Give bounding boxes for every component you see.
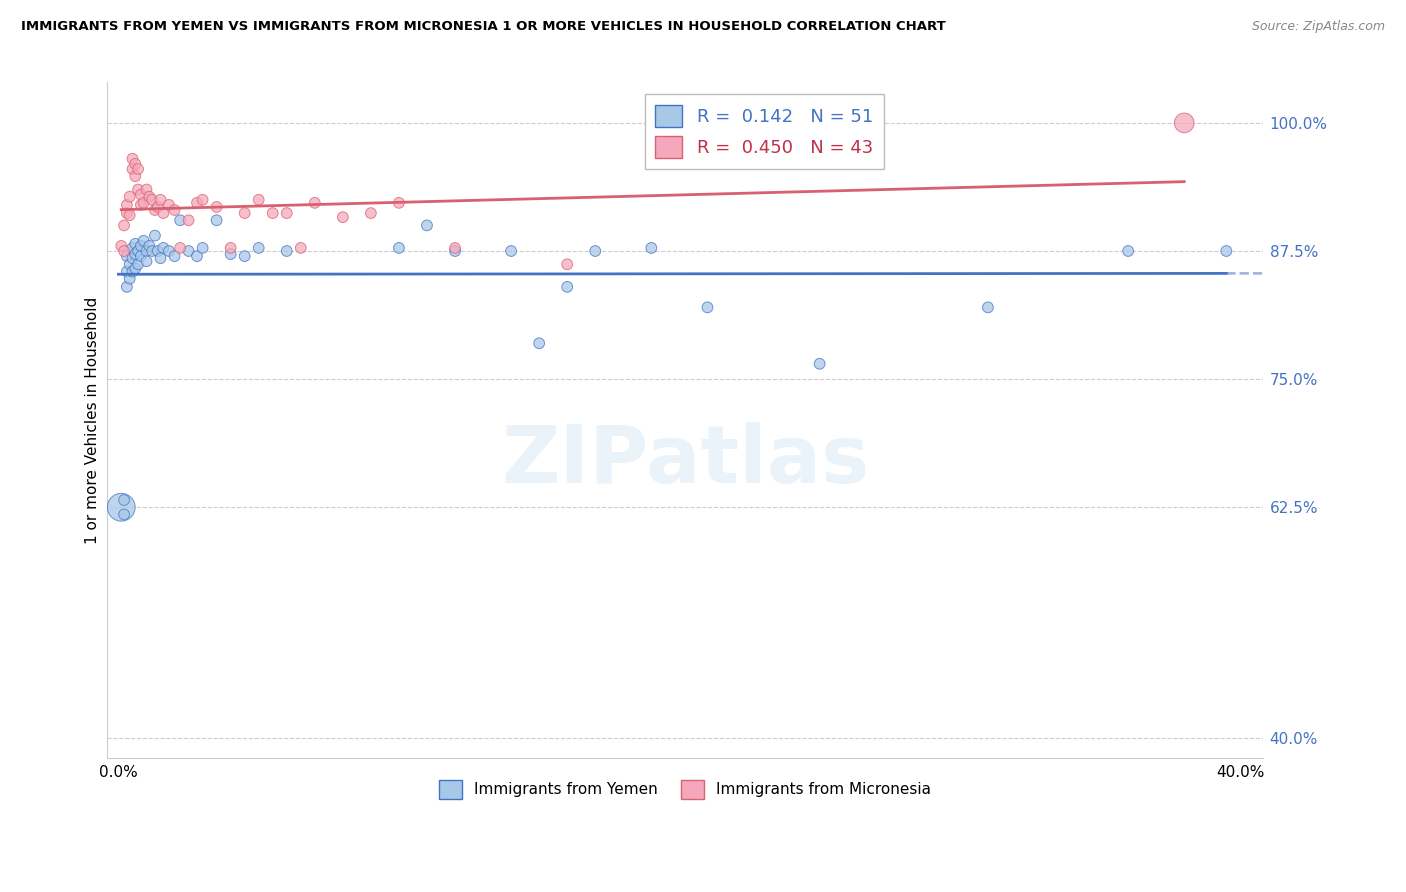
Text: ZIPatlas: ZIPatlas [501,422,869,500]
Point [121,251,143,265]
Point [121,152,143,166]
Point [118,271,141,285]
Point [121,161,143,176]
Point [360,206,382,220]
Point [110,239,132,253]
Point [112,219,135,233]
Point [1116,244,1139,258]
Y-axis label: 1 or more Vehicles in Household: 1 or more Vehicles in Household [86,296,100,544]
Point [388,195,411,210]
Point [205,200,228,214]
Point [141,244,163,258]
Point [219,247,242,261]
Point [290,241,312,255]
Point [696,301,718,315]
Point [112,244,135,258]
Point [112,493,135,508]
Point [233,249,256,263]
Point [555,280,578,294]
Point [121,264,143,278]
Point [149,251,172,265]
Point [115,206,138,220]
Point [146,244,169,258]
Point [444,244,467,258]
Point [149,193,172,207]
Point [135,182,157,196]
Point [276,244,298,258]
Point [115,249,138,263]
Point [388,241,411,255]
Point [132,234,155,248]
Point [205,213,228,227]
Point [233,206,256,220]
Point [127,257,149,271]
Point [191,193,214,207]
Point [444,241,467,255]
Point [163,249,186,263]
Point [141,193,163,207]
Point [110,500,132,515]
Point [332,210,354,224]
Point [129,187,152,202]
Point [152,241,174,255]
Point [138,190,160,204]
Point [247,241,270,255]
Point [276,206,298,220]
Point [177,213,200,227]
Point [132,195,155,210]
Point [115,198,138,212]
Point [118,190,141,204]
Point [124,236,146,251]
Point [583,244,606,258]
Point [157,244,180,258]
Point [115,264,138,278]
Point [1215,244,1237,258]
Point [163,202,186,217]
Text: Source: ZipAtlas.com: Source: ZipAtlas.com [1251,20,1385,33]
Point [124,247,146,261]
Point [977,301,1000,315]
Point [169,213,191,227]
Point [127,244,149,258]
Point [124,157,146,171]
Point [262,206,284,220]
Point [143,202,166,217]
Legend: Immigrants from Yemen, Immigrants from Micronesia: Immigrants from Yemen, Immigrants from M… [433,774,936,805]
Point [186,249,208,263]
Point [127,161,149,176]
Point [186,195,208,210]
Point [219,241,242,255]
Point [169,241,191,255]
Point [124,169,146,184]
Point [1173,116,1195,130]
Point [129,239,152,253]
Point [157,198,180,212]
Point [124,261,146,276]
Text: IMMIGRANTS FROM YEMEN VS IMMIGRANTS FROM MICRONESIA 1 OR MORE VEHICLES IN HOUSEH: IMMIGRANTS FROM YEMEN VS IMMIGRANTS FROM… [21,20,946,33]
Point [129,198,152,212]
Point [135,244,157,258]
Point [247,193,270,207]
Point [527,336,550,351]
Point [138,239,160,253]
Point [501,244,523,258]
Point [118,208,141,222]
Point [304,195,326,210]
Point [555,257,578,271]
Point [640,241,662,255]
Point [191,241,214,255]
Point [115,280,138,294]
Point [143,228,166,243]
Point [127,182,149,196]
Point [808,357,831,371]
Point [121,241,143,255]
Point [129,249,152,263]
Point [112,508,135,522]
Point [135,254,157,268]
Point [177,244,200,258]
Point [118,257,141,271]
Point [416,219,439,233]
Point [152,206,174,220]
Point [146,200,169,214]
